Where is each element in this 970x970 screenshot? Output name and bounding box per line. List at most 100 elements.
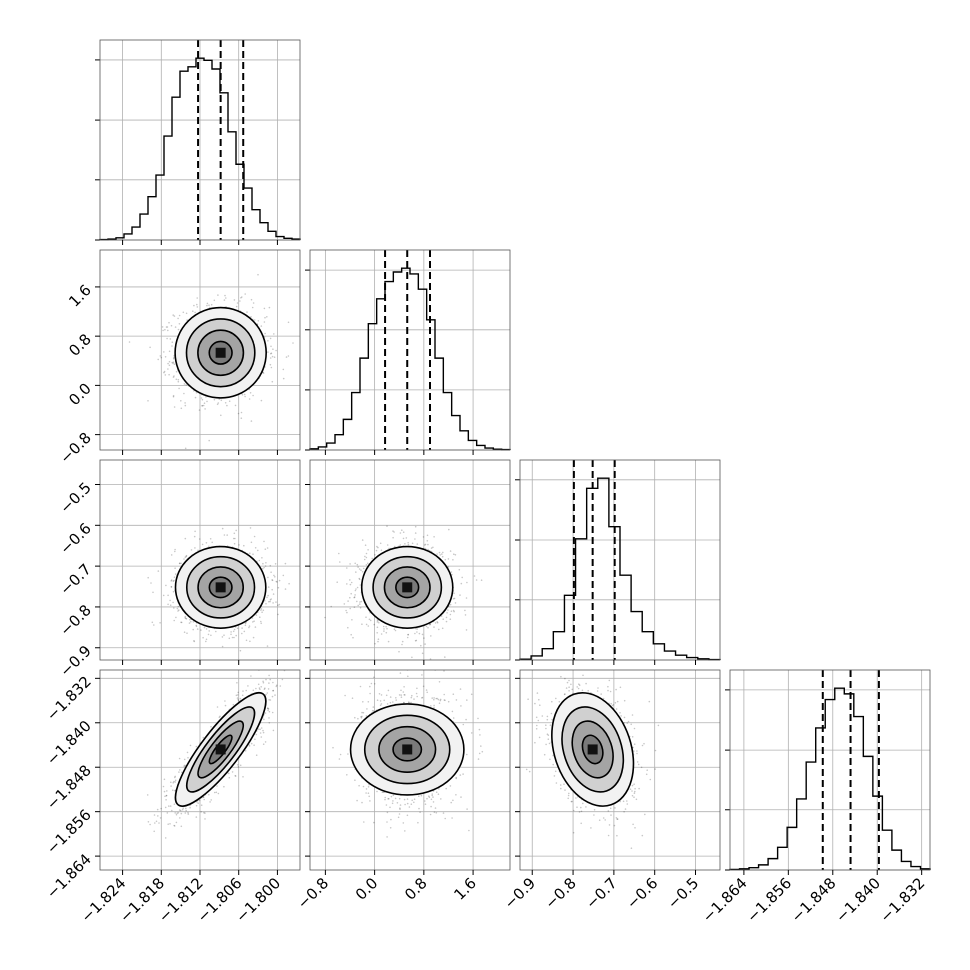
scatter-point bbox=[248, 626, 250, 629]
scatter-point bbox=[180, 621, 183, 624]
scatter-point bbox=[464, 609, 466, 612]
scatter-point bbox=[192, 628, 194, 631]
scatter-point bbox=[267, 351, 269, 353]
scatter-point bbox=[275, 349, 277, 352]
scatter-point bbox=[253, 319, 256, 321]
scatter-point bbox=[448, 528, 450, 531]
scatter-point bbox=[353, 606, 356, 608]
scatter-point bbox=[168, 364, 171, 367]
scatter-point bbox=[426, 540, 429, 542]
scatter-point bbox=[183, 392, 185, 395]
scatter-panel-p0-p1 bbox=[99, 249, 301, 451]
scatter-point bbox=[402, 531, 405, 533]
scatter-point bbox=[245, 639, 248, 642]
scatter-point bbox=[255, 614, 258, 616]
scatter-point bbox=[253, 620, 255, 622]
scatter-point bbox=[216, 403, 219, 406]
scatter-point bbox=[200, 804, 203, 806]
scatter-point bbox=[244, 293, 246, 295]
scatter-point bbox=[208, 439, 210, 442]
scatter-point bbox=[288, 582, 290, 585]
scatter-point bbox=[216, 785, 218, 787]
scatter-point bbox=[440, 615, 443, 617]
scatter-point bbox=[230, 633, 232, 636]
scatter-point bbox=[167, 368, 169, 370]
scatter-point bbox=[274, 576, 276, 578]
scatter-point bbox=[184, 447, 187, 450]
scatter-point bbox=[194, 530, 196, 533]
scatter-point bbox=[173, 579, 175, 582]
scatter-point bbox=[170, 785, 172, 787]
scatter-point bbox=[365, 556, 368, 559]
scatter-point bbox=[364, 544, 367, 546]
scatter-point bbox=[185, 617, 187, 620]
scatter-point bbox=[189, 806, 191, 809]
scatter-point bbox=[361, 623, 363, 625]
scatter-point bbox=[465, 629, 468, 631]
scatter-point bbox=[185, 554, 188, 557]
scatter-point bbox=[215, 630, 217, 633]
scatter-point bbox=[228, 776, 231, 779]
scatter-point bbox=[273, 356, 276, 359]
scatter-point bbox=[386, 525, 388, 527]
scatter-point bbox=[248, 625, 251, 627]
scatter-point bbox=[266, 645, 269, 647]
scatter-point bbox=[355, 571, 357, 573]
scatter-point bbox=[235, 634, 237, 637]
scatter-point bbox=[168, 373, 170, 376]
scatter-point bbox=[452, 559, 454, 561]
contour-line bbox=[197, 329, 245, 377]
scatter-point bbox=[196, 297, 198, 299]
scatter-point bbox=[177, 610, 179, 612]
scatter-point bbox=[201, 405, 203, 407]
scatter-point bbox=[238, 544, 240, 546]
scatter-point bbox=[358, 578, 361, 581]
scatter-point bbox=[147, 576, 149, 579]
panel-frame bbox=[309, 459, 511, 661]
scatter-point bbox=[184, 812, 187, 814]
scatter-point bbox=[233, 636, 235, 639]
scatter-point bbox=[262, 567, 264, 570]
scatter-point bbox=[432, 546, 434, 549]
scatter-point bbox=[449, 603, 452, 606]
scatter-point bbox=[178, 757, 181, 760]
scatter-point bbox=[260, 736, 263, 738]
scatter-point bbox=[452, 609, 455, 612]
scatter-point bbox=[154, 822, 156, 824]
scatter-point bbox=[173, 356, 175, 359]
scatter-point bbox=[434, 622, 437, 624]
contour-line bbox=[372, 555, 443, 619]
scatter-point bbox=[379, 542, 382, 545]
scatter-point bbox=[267, 340, 269, 342]
scatter-point bbox=[352, 636, 354, 639]
scatter-point bbox=[345, 609, 347, 612]
scatter-point bbox=[193, 640, 196, 643]
scatter-point bbox=[264, 332, 266, 335]
scatter-point bbox=[411, 542, 414, 545]
scatter-point bbox=[459, 594, 461, 596]
scatter-point bbox=[177, 328, 180, 331]
scatter-point bbox=[228, 637, 231, 640]
scatter-point bbox=[267, 688, 270, 690]
scatter-point bbox=[272, 689, 274, 692]
scatter-point bbox=[174, 776, 176, 779]
scatter-point bbox=[128, 341, 131, 343]
scatter-point bbox=[183, 383, 186, 385]
contour-line bbox=[208, 340, 233, 365]
scatter-point bbox=[445, 616, 448, 619]
scatter-point bbox=[359, 603, 361, 605]
scatter-point bbox=[377, 546, 379, 549]
scatter-point bbox=[368, 618, 371, 621]
scatter-point bbox=[221, 645, 224, 648]
scatter-point bbox=[174, 550, 176, 553]
scatter-point bbox=[240, 417, 243, 420]
scatter-point bbox=[174, 779, 177, 782]
scatter-point bbox=[172, 362, 174, 365]
scatter-point bbox=[159, 817, 162, 819]
scatter-point bbox=[173, 825, 176, 827]
scatter-point bbox=[224, 294, 226, 297]
scatter-point bbox=[172, 580, 175, 582]
scatter-point bbox=[237, 412, 240, 415]
scatter-point bbox=[376, 545, 378, 548]
scatter-point bbox=[349, 583, 352, 586]
